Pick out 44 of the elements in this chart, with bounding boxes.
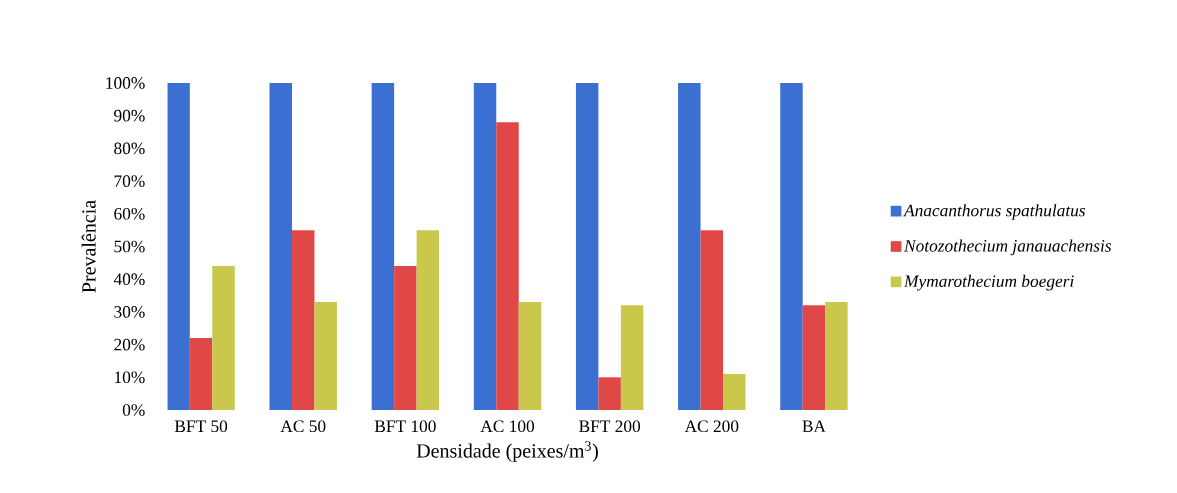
- y-tick-label: 50%: [114, 240, 145, 253]
- x-tick-label: AC 200: [684, 420, 739, 433]
- bar: [394, 266, 417, 410]
- bar: [780, 83, 803, 410]
- y-tick-label: 60%: [114, 207, 145, 220]
- y-tick-label: 100%: [106, 77, 145, 89]
- x-tick-label: BA: [802, 420, 826, 432]
- bar: [189, 338, 213, 410]
- legend-label: Anacanthorus spathulatus: [903, 204, 1086, 220]
- x-tick-label: BFT 100: [374, 420, 436, 433]
- bar: [496, 122, 519, 410]
- y-tick-label: 0%: [122, 404, 145, 416]
- x-tick-label: AC 100: [480, 420, 535, 433]
- y-axis-title: Prevalência: [81, 200, 96, 293]
- bar: [167, 83, 190, 410]
- x-tick-label: BFT 200: [579, 420, 641, 433]
- bar: [678, 83, 701, 410]
- bar: [598, 377, 621, 410]
- bar: [575, 83, 599, 410]
- bar: [825, 302, 848, 410]
- x-tick-label: AC 50: [280, 420, 326, 433]
- y-tick-label: 40%: [113, 273, 145, 286]
- y-tick-label: 80%: [114, 142, 145, 155]
- bar: [212, 266, 235, 410]
- bar: [802, 305, 826, 410]
- bar: [620, 305, 644, 410]
- y-tick-label: 10%: [115, 371, 145, 384]
- bar: [723, 374, 746, 410]
- legend-label: Notozothecium janauachensis: [903, 239, 1112, 256]
- y-tick-label: 30%: [114, 306, 145, 318]
- bar: [269, 83, 292, 410]
- bar: [700, 230, 724, 410]
- y-tick-label: 90%: [114, 109, 145, 122]
- bar: [291, 230, 315, 410]
- y-tick-label: 70%: [114, 175, 145, 187]
- bar: [371, 83, 395, 410]
- x-axis-title: Densidade (peixes/m$^{3}$): [416, 441, 598, 462]
- legend-label: Mymarothecium boegeri: [903, 274, 1074, 291]
- bar: [473, 83, 497, 410]
- y-tick-label: 20%: [114, 338, 145, 351]
- bar: [416, 230, 440, 410]
- bar: [518, 302, 542, 410]
- bar: [314, 302, 337, 410]
- x-tick-label: BFT 50: [174, 420, 228, 433]
